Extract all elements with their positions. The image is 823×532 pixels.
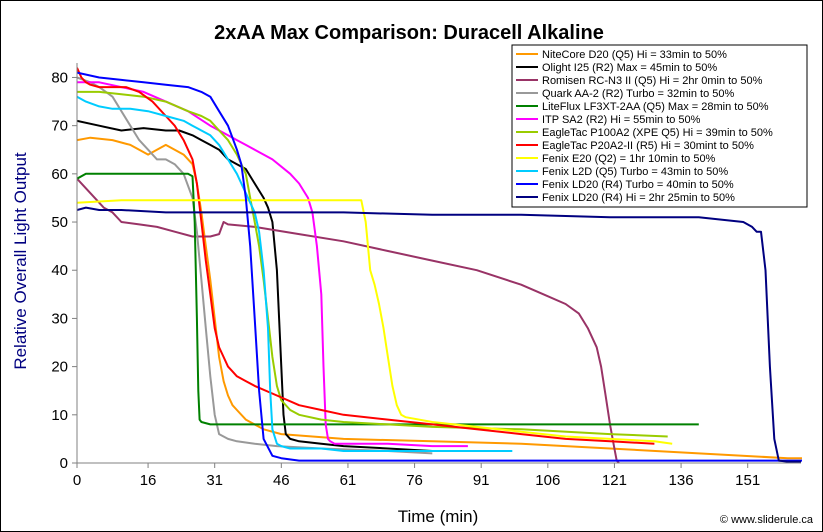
y-tick-label: 30 — [51, 310, 68, 327]
x-tick-label: 0 — [73, 472, 81, 489]
series-line-12 — [77, 206, 801, 463]
legend-entry: Quark AA-2 (R2) Turbo = 32min to 50% — [542, 88, 735, 100]
legend-entry: Olight I25 (R2) Max = 45min to 50% — [542, 62, 717, 74]
credit-text: © www.sliderule.ca — [720, 514, 814, 526]
legend-entry: EagleTac P100A2 (XPE Q5) Hi = 39min to 5… — [542, 127, 773, 139]
x-tick-label: 106 — [535, 472, 560, 489]
legend-box — [511, 44, 808, 208]
legend: NiteCore D20 (Q5) Hi = 33min to 50%Oligh… — [511, 44, 808, 208]
series-line-9 — [77, 199, 673, 445]
y-tick-label: 80 — [51, 69, 68, 86]
series-line-8 — [77, 67, 655, 445]
legend-entry: Fenix E20 (Q2) = 1hr 10min to 50% — [542, 153, 716, 165]
series-line-11 — [77, 71, 802, 462]
legend-entry: Romisen RC-N3 II (Q5) Hi = 2hr 0min to 5… — [542, 75, 763, 87]
series-line-3 — [77, 178, 620, 464]
y-tick-label: 10 — [51, 407, 68, 424]
series-line-1 — [77, 136, 802, 460]
y-tick-label: 20 — [51, 359, 68, 376]
legend-entry: Fenix LD20 (R4) Turbo = 40min to 50% — [542, 179, 734, 191]
x-tick-label: 31 — [206, 472, 223, 489]
legend-entry: ITP SA2 (R2) Hi = 55min to 50% — [542, 114, 701, 126]
series-layer — [77, 67, 802, 464]
x-tick-label: 61 — [340, 472, 357, 489]
x-tick-label: 121 — [602, 472, 627, 489]
series-line-7 — [77, 90, 668, 438]
legend-entry: NiteCore D20 (Q5) Hi = 33min to 50% — [542, 49, 727, 61]
y-tick-label: 70 — [51, 118, 68, 135]
legend-entry: Fenix L2D (Q5) Turbo = 43min to 50% — [542, 166, 728, 178]
x-tick-label: 151 — [735, 472, 760, 489]
x-tick-label: 136 — [669, 472, 694, 489]
x-tick-label: 46 — [273, 472, 290, 489]
chart-title: 2xAA Max Comparison: Duracell Alkaline — [214, 22, 604, 44]
y-tick-label: 60 — [51, 166, 68, 183]
y-tick-label: 0 — [60, 455, 68, 472]
y-tick-label: 50 — [51, 214, 68, 231]
legend-entry: Fenix LD20 (R4) Hi = 2hr 25min to 50% — [542, 192, 735, 204]
x-tick-label: 76 — [406, 472, 423, 489]
y-tick-label: 40 — [51, 262, 68, 279]
x-tick-label: 16 — [140, 472, 157, 489]
legend-entry: EagleTac P20A2-II (R5) Hi = 30mint to 50… — [542, 140, 754, 152]
y-axis-label: Relative Overall Light Output — [11, 152, 30, 370]
axes-layer: 0 10 20 30 40 50 60 70 80 0 16 31 46 61 76 91 106 121 136 1… — [51, 63, 801, 489]
x-tick-label: 91 — [473, 472, 490, 489]
series-line-2 — [77, 119, 477, 452]
series-line-5 — [77, 172, 699, 426]
x-axis-label: Time (min) — [398, 507, 479, 526]
legend-entry: LiteFlux LF3XT-2AA (Q5) Max = 28min to 5… — [542, 101, 769, 113]
